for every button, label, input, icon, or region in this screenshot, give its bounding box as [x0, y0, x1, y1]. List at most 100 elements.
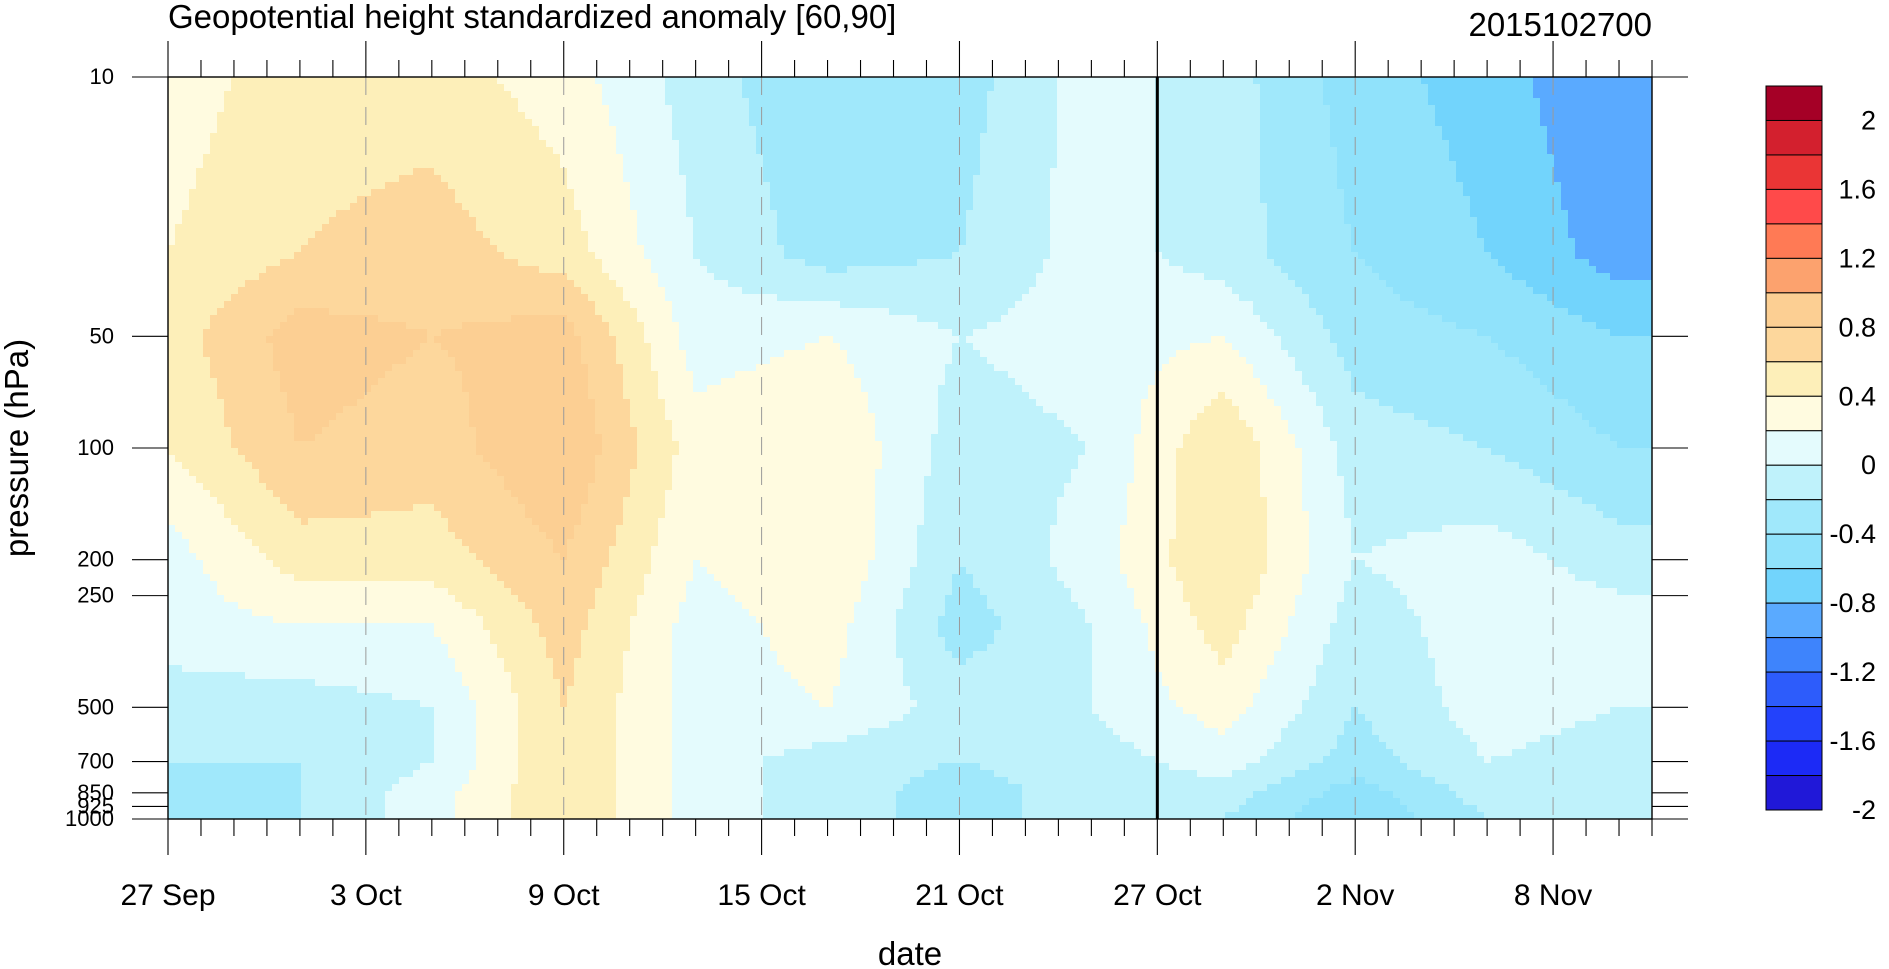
contour-cell	[532, 196, 540, 204]
contour-cell	[546, 189, 554, 197]
contour-cell	[1505, 112, 1513, 120]
contour-cell	[273, 147, 281, 155]
contour-cell	[1491, 224, 1499, 232]
contour-cell	[1582, 147, 1590, 155]
contour-cell	[588, 210, 596, 218]
contour-cell	[266, 105, 274, 113]
contour-cell	[1337, 98, 1345, 106]
contour-cell	[1267, 161, 1275, 169]
contour-cell	[1316, 133, 1324, 141]
contour-cell	[343, 161, 351, 169]
contour-cell	[1078, 154, 1086, 162]
contour-cell	[1092, 217, 1100, 225]
contour-cell	[917, 147, 925, 155]
contour-cell	[532, 203, 540, 211]
contour-cell	[245, 84, 253, 92]
contour-cell	[581, 126, 589, 134]
contour-cell	[1449, 119, 1457, 127]
contour-cell	[259, 154, 267, 162]
contour-cell	[595, 175, 603, 183]
contour-cell	[203, 217, 211, 225]
contour-cell	[1148, 140, 1156, 148]
contour-cell	[1617, 203, 1625, 211]
contour-cell	[1232, 133, 1240, 141]
contour-cell	[182, 154, 190, 162]
contour-cell	[868, 91, 876, 99]
contour-cell	[1120, 224, 1128, 232]
contour-cell	[784, 224, 792, 232]
contour-cell	[1526, 203, 1534, 211]
contour-cell	[1400, 231, 1408, 239]
contour-cell	[301, 133, 309, 141]
contour-cell	[1260, 77, 1268, 85]
contour-cell	[1505, 161, 1513, 169]
contour-cell	[1617, 168, 1625, 176]
contour-cell	[630, 147, 638, 155]
contour-cell	[805, 133, 813, 141]
contour-cell	[378, 84, 386, 92]
contour-cell	[1288, 105, 1296, 113]
contour-cell	[882, 84, 890, 92]
contour-cell	[1337, 161, 1345, 169]
contour-cell	[791, 126, 799, 134]
contour-cell	[994, 210, 1002, 218]
contour-cell	[1008, 154, 1016, 162]
contour-cell	[210, 77, 218, 85]
contour-cell	[1106, 231, 1114, 239]
contour-cell	[399, 161, 407, 169]
contour-cell	[1232, 161, 1240, 169]
contour-cell	[980, 84, 988, 92]
contour-cell	[1575, 189, 1583, 197]
contour-cell	[357, 77, 365, 85]
contour-cell	[721, 175, 729, 183]
contour-cell	[392, 231, 400, 239]
contour-cell	[490, 126, 498, 134]
contour-cell	[868, 112, 876, 120]
contour-cell	[1533, 161, 1541, 169]
contour-cell	[168, 91, 176, 99]
contour-cell	[749, 154, 757, 162]
contour-cell	[847, 175, 855, 183]
contour-cell	[371, 217, 379, 225]
contour-cell	[644, 91, 652, 99]
contour-cell	[1568, 112, 1576, 120]
contour-cell	[1015, 210, 1023, 218]
contour-cell	[1309, 154, 1317, 162]
contour-cell	[560, 161, 568, 169]
contour-cell	[1323, 203, 1331, 211]
contour-cell	[952, 189, 960, 197]
contour-cell	[686, 133, 694, 141]
contour-cell	[1484, 196, 1492, 204]
contour-cell	[595, 112, 603, 120]
contour-cell	[1225, 231, 1233, 239]
contour-cell	[392, 210, 400, 218]
contour-cell	[714, 84, 722, 92]
contour-cell	[791, 217, 799, 225]
contour-cell	[819, 77, 827, 85]
contour-cell	[686, 168, 694, 176]
contour-cell	[609, 217, 617, 225]
contour-cell	[357, 161, 365, 169]
contour-cell	[602, 231, 610, 239]
contour-cell	[420, 203, 428, 211]
contour-cell	[441, 154, 449, 162]
contour-cell	[637, 189, 645, 197]
contour-cell	[294, 210, 302, 218]
contour-cell	[742, 84, 750, 92]
contour-cell	[1162, 231, 1170, 239]
contour-cell	[175, 196, 183, 204]
contour-cell	[1288, 231, 1296, 239]
contour-cell	[679, 203, 687, 211]
contour-cell	[504, 189, 512, 197]
contour-cell	[1575, 224, 1583, 232]
contour-cell	[182, 133, 190, 141]
contour-cell	[427, 98, 435, 106]
contour-cell	[1253, 182, 1261, 190]
contour-cell	[791, 210, 799, 218]
contour-cell	[196, 147, 204, 155]
contour-cell	[1344, 196, 1352, 204]
contour-cell	[231, 119, 239, 127]
contour-cell	[1470, 140, 1478, 148]
contour-cell	[966, 175, 974, 183]
contour-cell	[1281, 98, 1289, 106]
